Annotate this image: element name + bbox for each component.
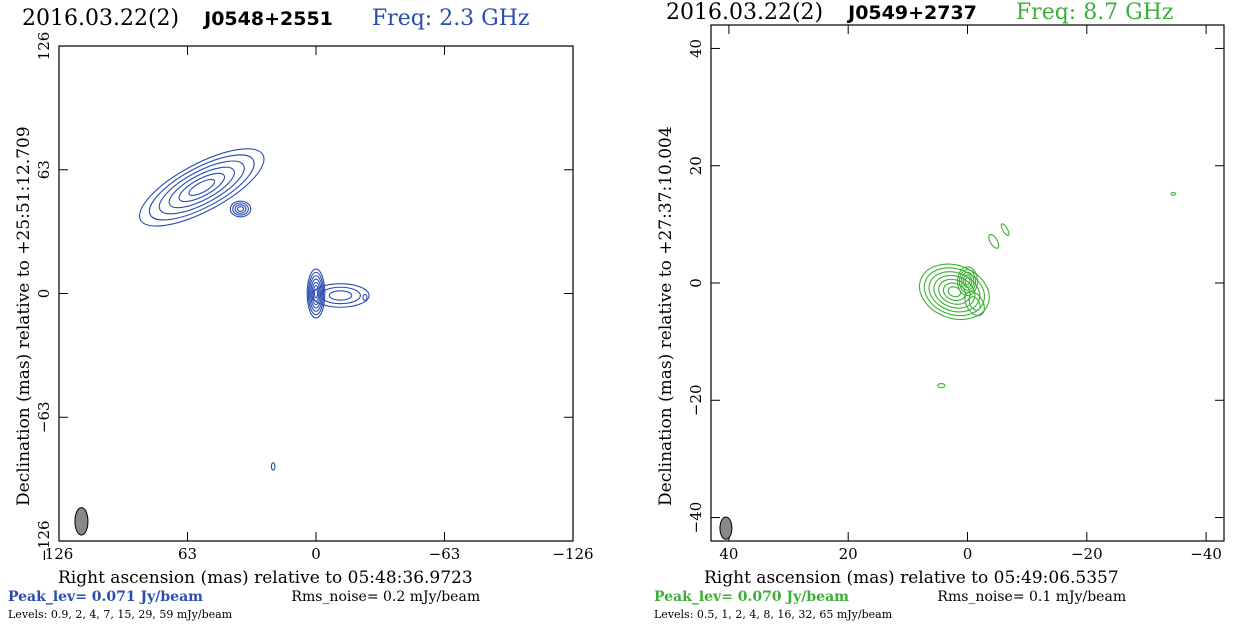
right-frame (710, 24, 1225, 542)
left-contour-level (178, 172, 226, 203)
right-map-panel: 2016.03.22(2) J0549+2737 Freq: 8.7 GHz D… (620, 0, 1237, 626)
left-contour-level (148, 154, 255, 221)
left-contour-level (188, 178, 216, 196)
right-source: J0549+2737 (848, 2, 977, 24)
right-xtick-label: 20 (839, 545, 858, 563)
right-levels: Levels: 0.5, 1, 2, 4, 8, 16, 32, 65 mJy/… (654, 608, 893, 621)
right-contour-level (1000, 223, 1010, 236)
right-rms-noise: Rms_noise= 0.1 mJy/beam (937, 589, 1127, 605)
left-contour-level (234, 204, 247, 214)
right-component (919, 263, 990, 320)
left-map-panel: 2016.03.22(2) J0548+2551 Freq: 2.3 GHz D… (0, 0, 618, 626)
right-beam-ellipse (719, 516, 733, 540)
right-xtick-label: −20 (1071, 545, 1103, 563)
right-contour-level (937, 383, 946, 389)
right-ytick-label: 20 (687, 156, 705, 175)
right-xtick-label: 0 (963, 545, 973, 563)
right-contour-level (964, 290, 985, 317)
right-ytick-label: 0 (687, 278, 705, 288)
left-component (306, 268, 326, 319)
left-component (229, 200, 252, 218)
left-xtick-label: −126 (552, 545, 593, 563)
left-xtick-label: 0 (311, 545, 321, 563)
left-contour-level (306, 268, 326, 319)
left-contour-level (229, 200, 252, 218)
right-xtick-label: −40 (1190, 545, 1222, 563)
left-ytick-label: −63 (35, 401, 53, 433)
right-ytick-label: −40 (687, 502, 705, 534)
left-contour-level (328, 290, 353, 301)
left-contour-level (320, 286, 361, 305)
left-xlabel: Right ascension (mas) relative to 05:48:… (58, 568, 473, 588)
left-rms-noise: Rms_noise= 0.2 mJy/beam (291, 589, 481, 605)
left-footer-line: Peak_lev= 0.071 Jy/beam Rms_noise= 0.2 m… (8, 589, 480, 605)
right-footer-line: Peak_lev= 0.070 Jy/beam Rms_noise= 0.1 m… (654, 589, 1126, 605)
right-contour-level (1170, 191, 1176, 196)
right-component (964, 290, 985, 317)
left-header: 2016.03.22(2) J0548+2551 Freq: 2.3 GHz (22, 6, 530, 31)
right-date: 2016.03.22(2) (666, 0, 824, 25)
left-contour-level (158, 160, 245, 215)
left-contour-level (236, 206, 245, 212)
left-ytick-label: 0 (35, 289, 53, 299)
right-component (937, 383, 946, 389)
right-contour-level (968, 296, 981, 311)
left-peak-level: Peak_lev= 0.071 Jy/beam (8, 589, 203, 605)
right-contour-level (988, 233, 1000, 249)
right-ytick-label: −20 (687, 384, 705, 416)
left-contour-level (139, 148, 265, 227)
left-ytick-label: 126 (35, 32, 53, 61)
right-contour-level (938, 278, 971, 305)
right-contour-level (964, 277, 971, 286)
left-contour-level (270, 462, 276, 471)
right-contour-map: 40 20 0 −20 −40 40 20 0 −20 −40 (687, 24, 1225, 563)
left-contour-level (307, 271, 325, 316)
left-component (362, 293, 368, 302)
left-contour-level (168, 166, 235, 209)
right-contour-level (956, 266, 979, 297)
left-xtick-label: 126 (45, 545, 74, 563)
left-beam-ellipse (74, 507, 89, 536)
left-contour-level (311, 283, 370, 308)
right-ytick-label: 40 (687, 39, 705, 58)
left-levels: Levels: 0.9, 2, 4, 7, 15, 29, 59 mJy/bea… (8, 608, 233, 621)
left-ytick-label: 63 (35, 160, 53, 179)
left-contour-level (309, 275, 323, 312)
left-component (270, 462, 276, 471)
left-contour-level (232, 202, 249, 216)
right-xtick-label: 40 (719, 545, 738, 563)
left-date: 2016.03.22(2) (22, 6, 180, 31)
right-contour-level (962, 274, 973, 289)
right-component (988, 233, 1000, 249)
left-xtick-label: 63 (178, 545, 197, 563)
right-contour-level (960, 271, 975, 291)
right-header: 2016.03.22(2) J0549+2737 Freq: 8.7 GHz (666, 0, 1174, 25)
right-frequency: Freq: 8.7 GHz (1015, 0, 1174, 25)
left-contour-level (362, 293, 368, 302)
left-source: J0548+2551 (204, 8, 333, 30)
right-contour-level (919, 263, 990, 320)
right-xlabel: Right ascension (mas) relative to 05:49:… (704, 568, 1119, 588)
left-frame (58, 45, 574, 542)
right-contour-level (947, 286, 962, 298)
right-component (1170, 191, 1176, 196)
left-component (311, 283, 370, 308)
left-frequency: Freq: 2.3 GHz (371, 6, 530, 31)
left-xtick-label: −63 (429, 545, 461, 563)
right-peak-level: Peak_lev= 0.070 Jy/beam (654, 589, 849, 605)
left-component (139, 148, 265, 227)
left-ytick-label: −126 (35, 520, 53, 561)
right-component (1000, 223, 1010, 236)
